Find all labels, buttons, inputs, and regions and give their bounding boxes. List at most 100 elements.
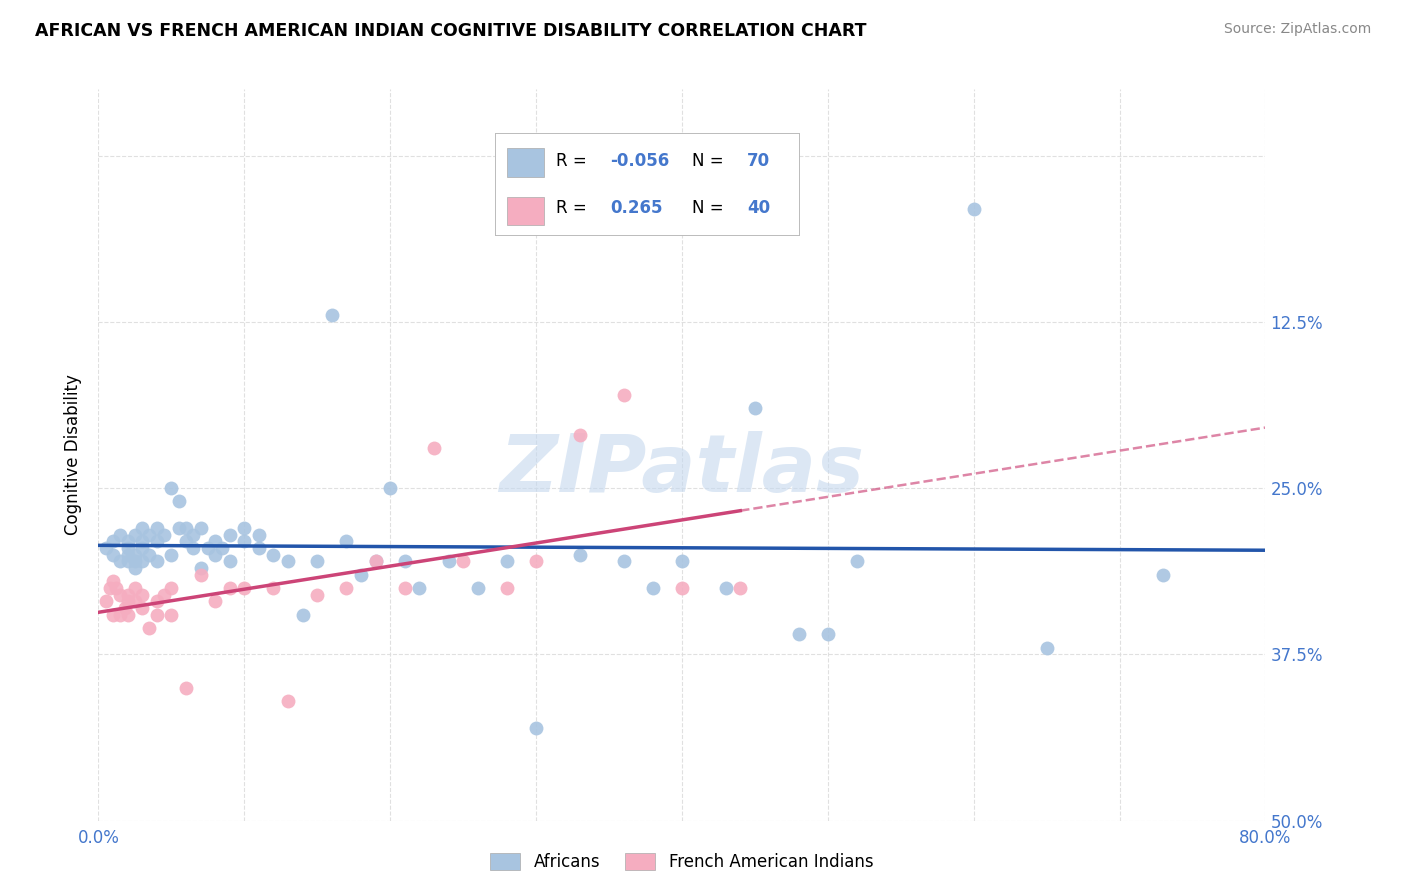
Point [146, 594, 169, 608]
Point [211, 541, 233, 555]
Point [114, 600, 136, 615]
Point [277, 554, 299, 568]
Point [167, 494, 190, 508]
Point [451, 554, 474, 568]
Point [233, 534, 256, 549]
Text: R =: R = [555, 152, 592, 169]
Point [218, 527, 240, 541]
Point [307, 588, 329, 602]
Point [101, 548, 124, 562]
Point [104, 581, 127, 595]
Point [124, 548, 146, 562]
Point [197, 541, 219, 555]
Point [174, 521, 197, 535]
Point [98, 581, 121, 595]
Point [495, 554, 517, 568]
Point [124, 527, 146, 541]
Point [437, 554, 460, 568]
Point [321, 308, 343, 322]
Point [131, 521, 153, 535]
Point [744, 401, 766, 416]
Point [160, 481, 183, 495]
Point [181, 527, 204, 541]
Point [394, 554, 416, 568]
Point [117, 548, 139, 562]
Point [138, 527, 160, 541]
Point [277, 694, 299, 708]
Point [714, 581, 737, 595]
Point [110, 607, 132, 622]
Point [146, 521, 169, 535]
Point [174, 534, 197, 549]
Point [1152, 567, 1174, 582]
Text: R =: R = [555, 199, 598, 217]
Point [262, 548, 284, 562]
Text: 70: 70 [747, 152, 770, 169]
Point [101, 607, 124, 622]
Point [131, 534, 153, 549]
Point [335, 581, 357, 595]
Point [247, 527, 270, 541]
Point [153, 588, 176, 602]
Point [568, 428, 591, 442]
Point [364, 554, 387, 568]
Point [204, 594, 226, 608]
Point [233, 581, 256, 595]
Point [495, 581, 517, 595]
Text: ZIPatlas: ZIPatlas [499, 431, 865, 508]
Point [124, 561, 146, 575]
Point [612, 388, 634, 402]
Point [153, 527, 176, 541]
Point [1035, 640, 1057, 655]
Text: AFRICAN VS FRENCH AMERICAN INDIAN COGNITIVE DISABILITY CORRELATION CHART: AFRICAN VS FRENCH AMERICAN INDIAN COGNIT… [35, 22, 866, 40]
Point [117, 541, 139, 555]
Point [110, 527, 132, 541]
Point [160, 607, 183, 622]
Point [467, 581, 489, 595]
Point [307, 554, 329, 568]
Point [218, 554, 240, 568]
Point [117, 588, 139, 602]
Point [204, 534, 226, 549]
Point [146, 554, 169, 568]
Text: N =: N = [692, 152, 730, 169]
Point [131, 541, 153, 555]
Point [394, 581, 416, 595]
Point [408, 581, 430, 595]
Point [94, 594, 117, 608]
Point [671, 554, 693, 568]
Point [291, 607, 314, 622]
Point [124, 554, 146, 568]
Point [131, 588, 153, 602]
Point [817, 627, 839, 641]
Point [146, 607, 169, 622]
Text: Source: ZipAtlas.com: Source: ZipAtlas.com [1223, 22, 1371, 37]
Point [845, 554, 868, 568]
Point [190, 561, 212, 575]
Text: 40: 40 [747, 199, 770, 217]
Text: 0.265: 0.265 [610, 199, 664, 217]
Point [218, 581, 240, 595]
Point [190, 567, 212, 582]
Point [117, 594, 139, 608]
Point [124, 594, 146, 608]
Bar [508, 148, 544, 178]
Point [335, 534, 357, 549]
Text: -0.056: -0.056 [610, 152, 669, 169]
Point [117, 607, 139, 622]
Point [174, 681, 197, 695]
Point [671, 581, 693, 595]
Point [787, 627, 810, 641]
Point [110, 588, 132, 602]
Point [247, 541, 270, 555]
Point [94, 541, 117, 555]
Point [728, 581, 751, 595]
Point [233, 521, 256, 535]
Point [160, 581, 183, 595]
Point [101, 534, 124, 549]
Point [131, 600, 153, 615]
Point [110, 554, 132, 568]
Point [524, 554, 547, 568]
Point [962, 202, 984, 216]
Point [101, 574, 124, 589]
